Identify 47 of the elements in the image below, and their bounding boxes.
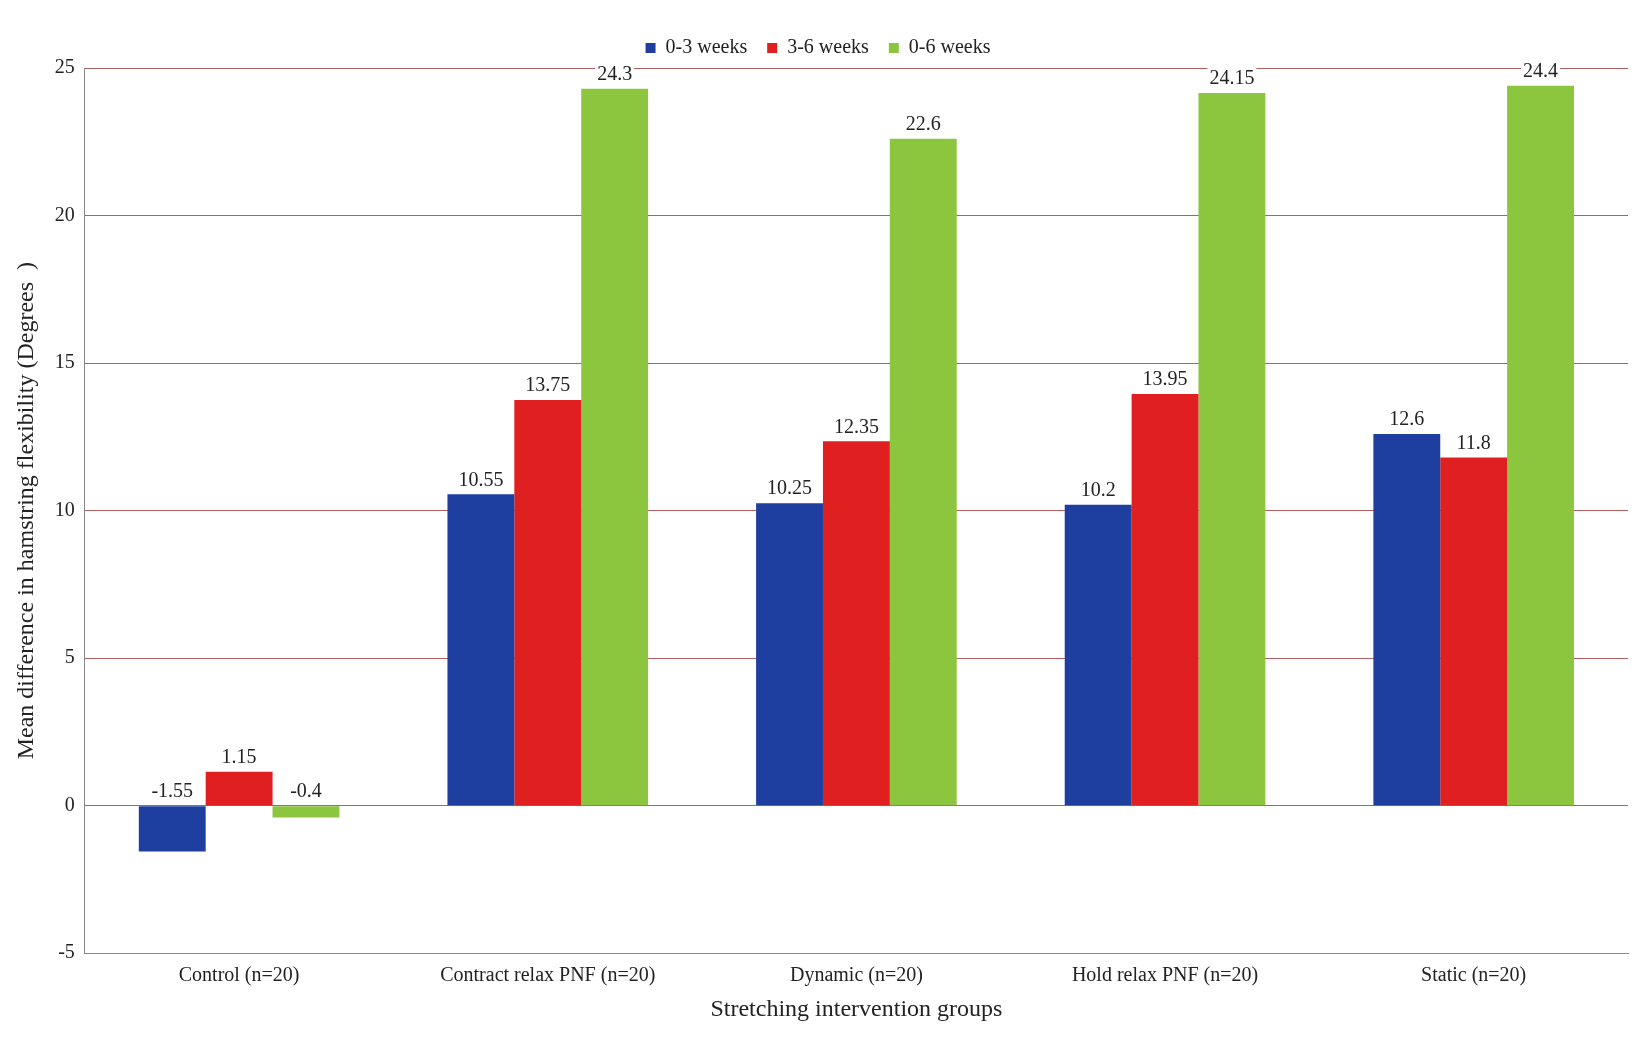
x-tick-label: Static (n=20) [1421,963,1527,987]
data-label: 10.25 [767,476,813,499]
data-label: 13.95 [1142,367,1188,390]
bar [272,806,340,818]
y-tick-label: 0 [64,792,75,815]
bar [1131,394,1199,806]
y-tick-label: 10 [54,497,75,520]
y-tick-label: 20 [54,202,75,225]
bar [514,399,582,806]
bar [1198,93,1266,806]
bar [822,441,890,806]
legend-label: 0-6 weeks [908,35,991,58]
x-axis-title: Stretching intervention groups [710,994,1003,1021]
bar [1064,504,1132,806]
y-tick-label: 15 [54,350,75,373]
data-label: 11.8 [1456,430,1491,453]
x-tick-label: Contract relax PNF (n=20) [440,963,656,987]
x-tick-label: Control (n=20) [178,963,300,987]
data-label: -0.4 [290,779,322,802]
y-axis-title: Mean difference in hamstring flexibility (Degrees ) [11,261,38,760]
y-tick-label: -5 [58,940,75,963]
data-label: 12.6 [1389,407,1425,430]
bar [581,88,649,806]
data-label: -1.55 [151,779,194,802]
bar [447,494,515,806]
data-label: 1.15 [221,744,257,767]
x-tick-label: Hold relax PNF (n=20) [1071,963,1259,987]
bar [205,771,273,806]
bar [889,138,957,806]
bar [756,503,823,806]
y-tick-label: 25 [54,55,75,78]
data-label: 13.75 [525,373,571,396]
data-label: 10.55 [458,467,504,490]
data-label: 12.35 [833,414,879,437]
y-tick-label: 5 [64,645,75,668]
legend-label: 3-6 weeks [787,35,870,58]
legend-label: 0-3 weeks [665,35,748,58]
data-label: 24.3 [597,61,633,84]
bar [138,806,206,852]
x-tick-label: Dynamic (n=20) [789,963,923,987]
bar [1373,433,1441,806]
data-label: 24.4 [1523,58,1559,81]
bar [1440,457,1508,806]
data-label: 22.6 [905,112,941,135]
bar [1507,85,1574,806]
data-label: 10.2 [1080,477,1116,500]
data-label: 24.15 [1209,66,1255,89]
